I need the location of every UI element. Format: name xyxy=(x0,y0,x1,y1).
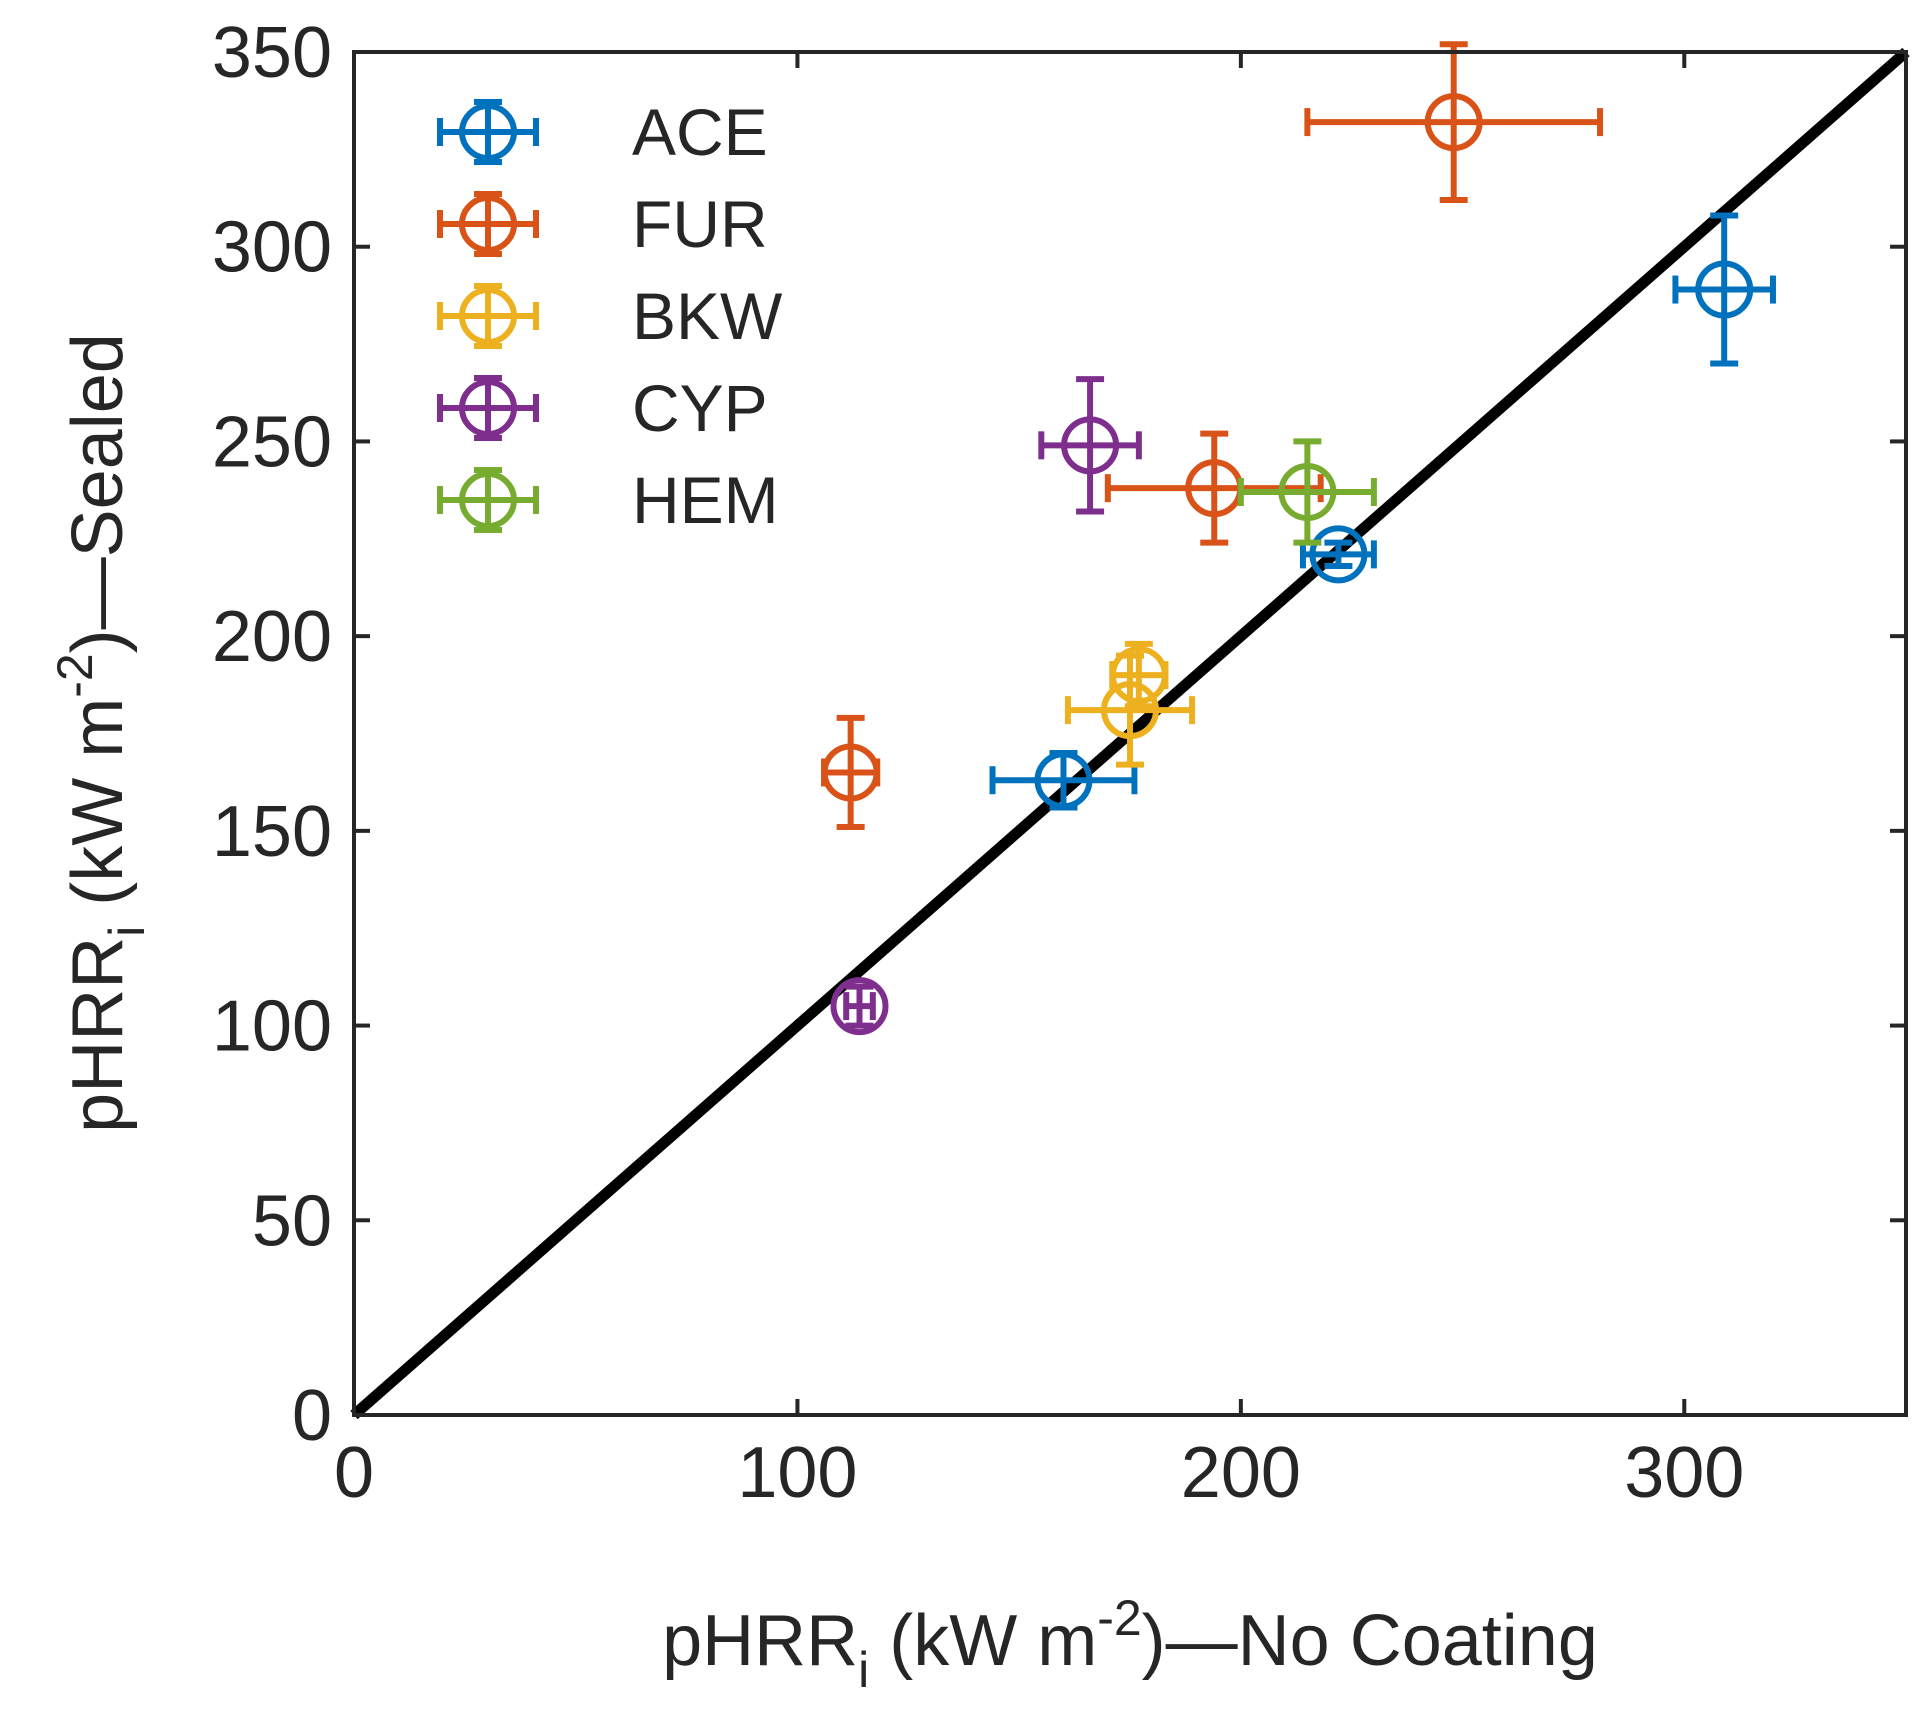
marker-circle xyxy=(1061,416,1120,475)
y-tick-label: 50 xyxy=(252,1181,332,1261)
legend-entry-hem: HEM xyxy=(437,463,779,537)
y-tick-label: 350 xyxy=(212,13,332,93)
legend-label: ACE xyxy=(632,95,768,169)
y-tick-label: 300 xyxy=(212,208,332,288)
legend-label: BKW xyxy=(632,279,783,353)
series-layer xyxy=(821,41,1776,1036)
data-point xyxy=(1304,41,1604,203)
marker-circle xyxy=(821,743,880,802)
legend-symbol xyxy=(437,191,539,257)
marker-circle xyxy=(1278,463,1337,522)
legend: ACE FUR BKW CYP HEM xyxy=(437,95,783,537)
x-tick-label: 0 xyxy=(334,1433,374,1513)
data-point xyxy=(1104,430,1324,546)
legend-marker xyxy=(459,287,517,345)
legend-entry-cyp: CYP xyxy=(437,371,768,445)
legend-marker xyxy=(459,103,517,161)
y-tick-label: 0 xyxy=(292,1376,332,1456)
marker-circle xyxy=(1309,525,1368,584)
legend-symbol xyxy=(437,467,539,533)
marker-circle xyxy=(1034,751,1093,810)
legend-label: CYP xyxy=(632,371,768,445)
plot-frame xyxy=(352,50,1908,1417)
data-point xyxy=(821,714,881,830)
y-tick-label: 250 xyxy=(212,402,332,482)
data-point xyxy=(1064,652,1196,768)
legend-marker xyxy=(459,379,517,437)
series-fur xyxy=(821,41,1604,830)
x-axis-label: pHRRi (kW m-2)—No Coating xyxy=(662,1590,1598,1698)
legend-symbol xyxy=(437,283,539,349)
x-tick-label: 100 xyxy=(737,1433,857,1513)
legend-label: HEM xyxy=(632,463,779,537)
data-point xyxy=(830,977,889,1036)
data-point xyxy=(1672,212,1776,367)
legend-symbol xyxy=(437,99,539,165)
legend-entry-bkw: BKW xyxy=(437,279,783,353)
marker-circle xyxy=(1424,93,1483,152)
series-cyp xyxy=(830,376,1142,1036)
marker-circle xyxy=(830,977,889,1036)
marker-circle xyxy=(1101,681,1159,740)
x-tick-label: 200 xyxy=(1181,1433,1301,1513)
data-point xyxy=(1237,438,1377,546)
x-tick-label: 300 xyxy=(1624,1433,1744,1513)
y-tick-label: 200 xyxy=(212,597,332,677)
y-tick-label: 150 xyxy=(212,792,332,872)
y-axis-label: pHRRi (kW m-2)—Sealed xyxy=(47,333,155,1133)
data-point xyxy=(989,749,1138,811)
marker-circle xyxy=(1695,260,1754,319)
data-point xyxy=(1109,640,1169,710)
legend-entry-ace: ACE xyxy=(437,95,768,169)
series-hem xyxy=(1237,438,1377,546)
legend-entry-fur: FUR xyxy=(437,187,768,261)
legend-marker xyxy=(459,471,517,529)
marker-circle xyxy=(1109,646,1168,705)
legend-symbol xyxy=(437,375,539,441)
legend-label: FUR xyxy=(632,187,768,261)
ticks-layer: 0 100 200 300 0 50 100 150 200 250 300 350 xyxy=(212,13,1906,1513)
data-point xyxy=(1038,376,1142,515)
y-tick-label: 100 xyxy=(212,987,332,1067)
legend-marker xyxy=(459,195,517,253)
series-bkw xyxy=(1064,640,1196,768)
